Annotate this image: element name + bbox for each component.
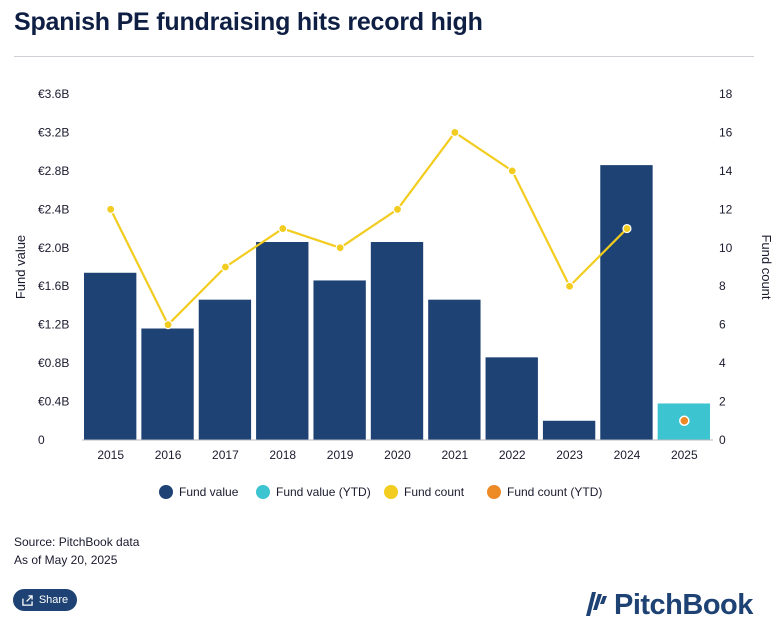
x-tick-label: 2020 xyxy=(384,448,411,462)
y2-tick-label: 16 xyxy=(719,125,733,139)
y-tick-label: €2.0B xyxy=(38,241,69,255)
fund-count-point-2021 xyxy=(450,127,460,138)
x-tick-label: 2022 xyxy=(499,448,526,462)
pitchbook-logo-icon xyxy=(582,588,610,623)
share-icon xyxy=(22,594,33,606)
share-button[interactable]: Share xyxy=(13,589,77,611)
y-tick-label: €1.6B xyxy=(38,279,69,293)
bar-2023-fund-value xyxy=(542,420,596,440)
fund-count-point-2018 xyxy=(278,223,288,234)
y-tick-label: €0.8B xyxy=(38,356,69,370)
y-tick-label: 0 xyxy=(38,433,45,447)
fund-count-point-2017 xyxy=(220,262,231,272)
fund-count-point-2015 xyxy=(106,204,116,214)
y-tick-label: €0.4B xyxy=(38,395,69,409)
bar-2019-fund-value xyxy=(313,280,366,440)
x-tick-label: 2015 xyxy=(97,448,124,462)
fund-count-point-2020 xyxy=(392,204,403,214)
y-axis-title: Fund value xyxy=(13,235,28,299)
y2-tick-label: 2 xyxy=(719,395,726,409)
y-tick-label: €3.6B xyxy=(38,87,69,101)
legend-label: Fund value (YTD) xyxy=(276,485,371,499)
legend-marker-2 xyxy=(384,485,398,499)
chart-area: 0 €0.4B €0.8B €1.2B €1.6B €2.0B €2.4B €2.8B €3.2… xyxy=(13,87,774,499)
x-tick-label: 2025 xyxy=(671,448,698,462)
x-tick-label: 2023 xyxy=(556,448,583,462)
y2-tick-label: 8 xyxy=(719,279,726,293)
x-tick-label: 2018 xyxy=(269,448,296,462)
x-tick-label: 2019 xyxy=(327,448,354,462)
bar-2018-fund-value xyxy=(256,242,309,440)
fund-count-point-2024 xyxy=(622,223,632,234)
y2-tick-label: 14 xyxy=(719,164,733,178)
x-tick-label: 2017 xyxy=(212,448,239,462)
fund-count-point-2022 xyxy=(507,166,517,176)
bar-2020-fund-value xyxy=(370,242,424,440)
y2-tick-label: 10 xyxy=(719,241,733,255)
legend-marker-0 xyxy=(159,485,173,499)
bar-2016-fund-value xyxy=(141,328,194,440)
fund-count-ytd-point-2025 xyxy=(679,415,690,427)
y-tick-label: €2.8B xyxy=(38,164,69,178)
source-text: Source: PitchBook data xyxy=(14,535,140,549)
y2-axis-title: Fund count xyxy=(759,234,774,299)
y-tick-label: €1.2B xyxy=(38,318,69,332)
title-divider xyxy=(14,56,754,57)
y2-tick-label: 6 xyxy=(719,318,726,332)
as-of-date: As of May 20, 2025 xyxy=(14,553,118,567)
bar-2022-fund-value xyxy=(485,357,538,440)
fund-count-point-2023 xyxy=(564,281,575,291)
y2-tick-label: 0 xyxy=(719,433,726,447)
share-label: Share xyxy=(38,594,69,606)
pitchbook-logo-text: PitchBook xyxy=(614,589,753,621)
legend-marker-3 xyxy=(487,485,501,499)
y2-tick-label: 12 xyxy=(719,202,733,216)
x-tick-label: 2021 xyxy=(442,448,469,462)
fund-count-point-2016 xyxy=(163,320,173,330)
bar-2024-fund-value xyxy=(600,165,653,440)
bar-2015-fund-value xyxy=(84,272,137,440)
fund-count-line xyxy=(109,131,628,326)
x-tick-label: 2024 xyxy=(614,448,641,462)
chart-title: Spanish PE fundraising hits record high xyxy=(14,8,483,36)
y-tick-label: €3.2B xyxy=(38,125,69,139)
legend-marker-1 xyxy=(256,485,270,499)
legend-label: Fund count xyxy=(404,485,465,499)
legend-label: Fund count (YTD) xyxy=(507,485,602,499)
y2-tick-label: 18 xyxy=(719,87,733,101)
legend-label: Fund value xyxy=(179,485,239,499)
x-tick-label: 2016 xyxy=(155,448,182,462)
fund-count-point-2019 xyxy=(335,243,345,253)
source-note: Source: PitchBook data As of May 20, 202… xyxy=(14,533,139,569)
y2-tick-label: 4 xyxy=(719,356,726,370)
pitchbook-logo: PitchBook xyxy=(582,588,753,623)
y-tick-label: €2.4B xyxy=(38,202,69,216)
bar-2021-fund-value xyxy=(428,299,481,440)
bar-2017-fund-value xyxy=(198,299,252,440)
